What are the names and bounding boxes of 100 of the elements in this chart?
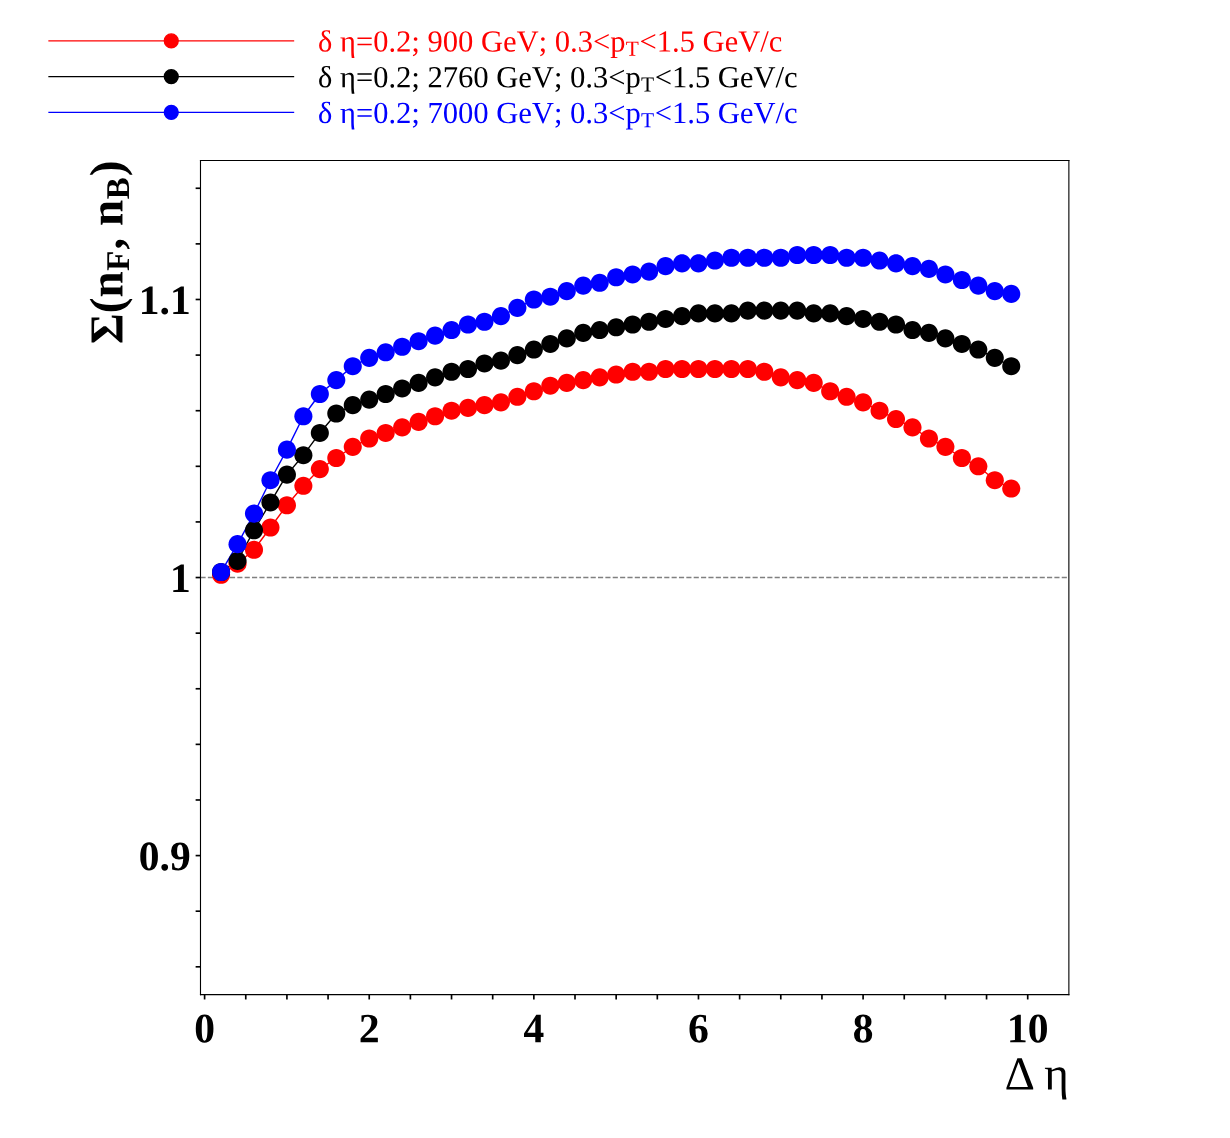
point	[837, 248, 856, 267]
point	[672, 307, 692, 326]
y-tick-label: 1.1	[142, 286, 189, 315]
point	[870, 312, 889, 331]
point	[228, 535, 247, 554]
point	[788, 301, 807, 320]
point	[936, 329, 955, 348]
point	[557, 329, 576, 348]
point	[705, 304, 724, 323]
point	[1002, 284, 1021, 303]
point	[327, 448, 346, 468]
point	[376, 343, 395, 362]
point	[821, 304, 840, 323]
point	[360, 429, 379, 448]
point	[985, 471, 1004, 490]
point	[343, 396, 362, 415]
point	[426, 326, 445, 345]
point	[886, 409, 906, 429]
point	[590, 368, 609, 387]
point	[393, 418, 412, 437]
point	[508, 346, 527, 365]
x-tick-label: 10	[1010, 1014, 1047, 1043]
point	[590, 321, 609, 340]
point	[360, 390, 379, 409]
point	[788, 371, 807, 390]
point	[837, 307, 856, 326]
point	[886, 315, 906, 334]
point	[985, 282, 1004, 301]
x-axis-title: Δ η	[1006, 1058, 1067, 1100]
text: δ η=0.2; 7000 GeV; 0.3<p$_{T}$<1.5 GeV/c	[319, 101, 797, 130]
point	[327, 404, 346, 423]
point	[804, 245, 823, 265]
point	[491, 351, 510, 370]
point	[590, 273, 609, 292]
point	[623, 315, 642, 334]
point	[705, 251, 724, 270]
x-tick-label: 4	[524, 1014, 544, 1043]
point	[442, 401, 461, 420]
point	[936, 437, 955, 456]
point	[952, 270, 971, 290]
point	[442, 321, 461, 340]
point	[541, 376, 560, 395]
point	[854, 248, 873, 267]
point	[376, 423, 395, 442]
text: δ η=0.2; 900 GeV; 0.3<p$_{T}$<1.5 GeV/c	[319, 30, 782, 58]
point	[244, 504, 264, 523]
point	[738, 248, 757, 267]
point	[409, 373, 428, 392]
point	[919, 429, 938, 448]
point	[854, 309, 873, 328]
point	[623, 265, 642, 284]
point	[376, 384, 395, 404]
point	[870, 251, 889, 270]
point	[722, 359, 741, 379]
point	[393, 337, 412, 356]
point	[1002, 479, 1021, 498]
point	[969, 276, 988, 295]
y-axis-title: Σ(n$_{F}$, n$_{B}$)	[89, 162, 133, 343]
point	[310, 384, 329, 404]
point	[623, 362, 642, 381]
point	[426, 368, 445, 387]
point	[458, 315, 478, 334]
x-tick-label: 6	[689, 1014, 708, 1043]
point	[244, 540, 264, 559]
point	[409, 412, 428, 431]
point	[936, 265, 955, 284]
point	[952, 448, 971, 468]
point	[557, 373, 576, 392]
point	[244, 521, 264, 540]
point	[261, 471, 280, 490]
point	[672, 254, 692, 273]
point	[574, 323, 593, 342]
point	[327, 371, 346, 390]
point	[277, 496, 296, 515]
point	[640, 262, 659, 281]
point	[804, 304, 823, 323]
point	[524, 290, 543, 309]
point	[640, 312, 659, 331]
point	[969, 457, 988, 476]
point	[261, 518, 280, 537]
point	[985, 348, 1004, 367]
point	[705, 359, 724, 379]
point	[360, 348, 379, 367]
point	[574, 371, 593, 390]
point	[788, 245, 807, 265]
y-tick-label: 1	[173, 564, 189, 592]
point	[393, 379, 412, 398]
point	[738, 359, 757, 379]
x-tick-label: 2	[360, 1014, 378, 1043]
point	[969, 340, 988, 359]
point	[656, 359, 675, 379]
point	[870, 401, 889, 420]
point	[903, 257, 922, 276]
point	[409, 332, 428, 351]
point	[541, 334, 560, 354]
point	[821, 382, 840, 401]
point	[672, 359, 692, 379]
point	[886, 254, 906, 273]
point	[656, 309, 675, 328]
point	[689, 359, 708, 379]
